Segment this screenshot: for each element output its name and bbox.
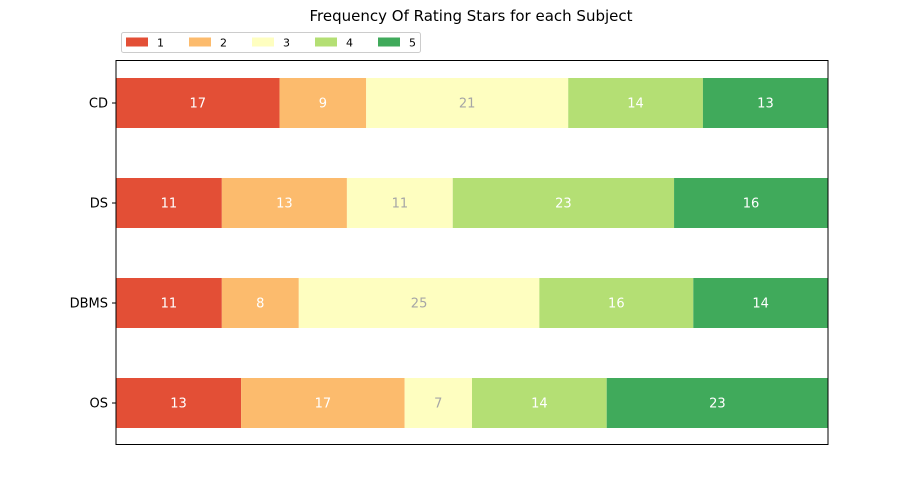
legend: 1 2 3 4 5 (121, 32, 421, 53)
bar-segment (116, 278, 222, 328)
data-label: 11 (161, 197, 178, 212)
bars-layer: 17 9 21 14 13 11 13 11 23 16 11 8 25 16 14 13 17 7 14 23 (116, 78, 828, 428)
bar-segment (241, 378, 405, 428)
legend-label: 1 (157, 37, 164, 50)
legend-label: 4 (346, 37, 353, 50)
bar-segment (674, 178, 828, 228)
data-label: 7 (434, 397, 442, 412)
legend-swatch (315, 37, 337, 47)
data-label: 14 (752, 297, 769, 312)
bar-segment (279, 78, 367, 128)
legend-swatch (126, 37, 148, 47)
bar-segment (404, 378, 472, 428)
data-label: 23 (709, 397, 726, 412)
bar-segment (702, 78, 828, 128)
data-label: 13 (276, 197, 293, 212)
legend-swatch (189, 37, 211, 47)
data-label: 17 (190, 97, 207, 112)
y-tick-label: DBMS (70, 297, 108, 312)
y-tick-label: DS (90, 197, 108, 212)
data-label: 14 (627, 97, 644, 112)
bar-segment (116, 78, 280, 128)
bar-segment (539, 278, 694, 328)
bar-segment (452, 178, 675, 228)
bar-segment (366, 78, 569, 128)
data-label: 8 (256, 297, 264, 312)
bar-segment (221, 178, 347, 228)
data-label: 13 (170, 397, 187, 412)
bar-segment (472, 378, 607, 428)
bar-segment (221, 278, 299, 328)
data-label: 9 (319, 97, 327, 112)
data-label: 23 (555, 197, 572, 212)
bar-segment (298, 278, 540, 328)
data-label: 11 (392, 197, 409, 212)
data-label: 11 (161, 297, 178, 312)
y-axis: CD DS DBMS OS (70, 97, 116, 412)
bar-segment (116, 178, 222, 228)
bar-segment (693, 278, 828, 328)
y-tick-label: OS (90, 397, 108, 412)
data-label: 16 (743, 197, 760, 212)
legend-swatch (252, 37, 274, 47)
y-tick-label: CD (89, 97, 108, 112)
data-label: 16 (608, 297, 625, 312)
legend-label: 5 (409, 37, 416, 50)
bar-segment (346, 178, 453, 228)
data-label: 21 (459, 97, 476, 112)
legend-label: 2 (220, 37, 227, 50)
bar-segment (116, 378, 242, 428)
data-label: 13 (757, 97, 774, 112)
data-label: 17 (315, 397, 332, 412)
data-label: 14 (531, 397, 548, 412)
legend-label: 3 (283, 37, 290, 50)
bar-segment (606, 378, 828, 428)
plot-frame (115, 60, 829, 445)
legend-swatch (378, 37, 400, 47)
bar-segment (568, 78, 703, 128)
data-label: 25 (411, 297, 428, 312)
chart-title: Frequency Of Rating Stars for each Subje… (310, 7, 633, 25)
